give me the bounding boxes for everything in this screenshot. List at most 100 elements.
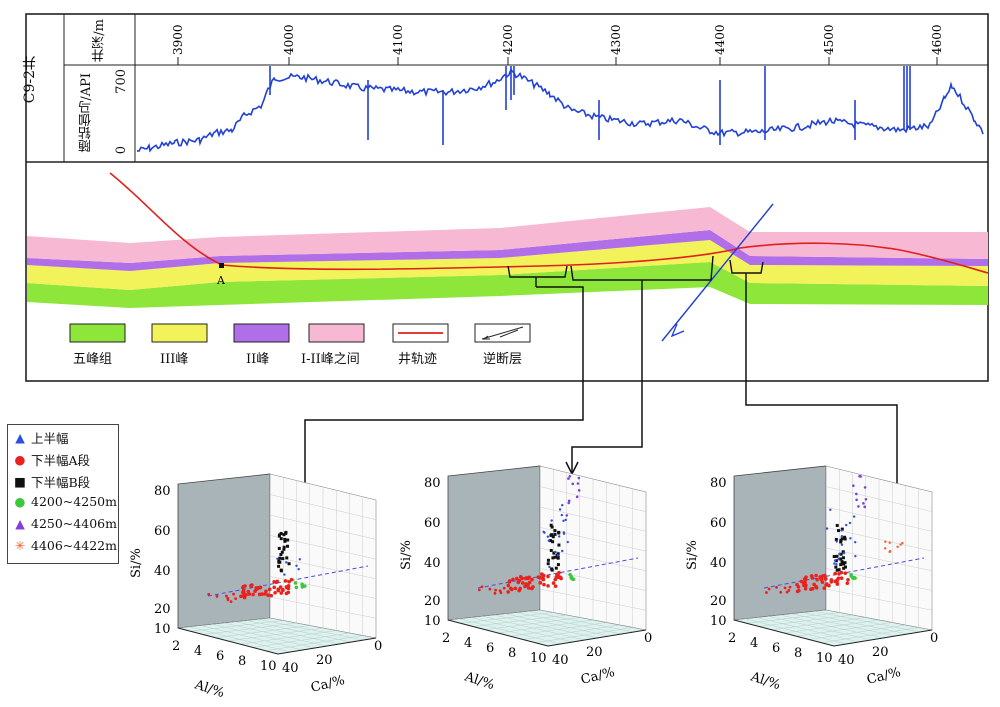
point-lower-a: [526, 586, 531, 590]
point-lower-a: [787, 588, 791, 592]
point-lower-a: [278, 585, 283, 589]
point-4250: [568, 474, 572, 478]
point-lower-b: [553, 555, 557, 559]
layer-ii: [27, 230, 988, 271]
z-tick-label: 20: [586, 645, 603, 660]
point-lower-b: [549, 539, 553, 543]
point-lower-a: [796, 585, 801, 589]
circle-green-icon: ●: [14, 494, 26, 509]
point-4406: [888, 541, 891, 544]
section-legend: [69, 323, 531, 343]
z-axis-label: Ca/%: [309, 673, 346, 696]
x-tick-label: 4: [464, 636, 472, 651]
legend-label-iii: III峰: [160, 352, 189, 367]
point-lower-a: [527, 575, 532, 580]
x-tick-label: 4: [194, 644, 202, 659]
point-lower-a: [513, 586, 518, 591]
bracket-3: [729, 259, 764, 280]
layer-wufeng: [27, 262, 988, 308]
point-4250: [571, 482, 575, 486]
depth-tick-label: 3900: [171, 24, 185, 55]
point-lower-b: [840, 527, 844, 531]
point-upper: [852, 515, 856, 518]
point-lower-b: [283, 537, 287, 541]
y-axis-label: Si/%: [685, 540, 700, 570]
point-lower-a: [284, 585, 289, 589]
point-upper: [842, 551, 846, 555]
point-lower-a: [269, 593, 274, 598]
point-upper: [562, 519, 565, 523]
point-lower-a: [541, 573, 546, 578]
point-upper: [854, 554, 857, 558]
point-lower-b: [551, 535, 555, 539]
point-lower-a: [517, 588, 521, 593]
point-upper: [848, 521, 852, 525]
point-lower-b: [546, 562, 550, 566]
point-lower-b: [549, 523, 553, 527]
point-lower-a: [845, 581, 850, 586]
point-lower-b: [556, 556, 560, 560]
point-lower-a: [809, 587, 813, 592]
z-axis-label: Ca/%: [865, 665, 902, 688]
point-lower-b: [286, 538, 290, 542]
well-name: C9-2井: [22, 56, 38, 104]
depth-label: 井深/m: [91, 18, 107, 62]
point-lower-a: [530, 586, 534, 591]
point-lower-a: [803, 586, 808, 591]
point-lower-a: [814, 573, 818, 578]
bracket-2: [570, 255, 714, 288]
point-4200: [294, 585, 299, 590]
point-lower-b: [287, 562, 291, 566]
point-lower-b: [842, 566, 846, 570]
point-lower-a: [557, 570, 561, 575]
point-lower-b: [839, 540, 843, 544]
bracket-1: [507, 265, 568, 287]
depth-tick-label: 4100: [391, 24, 405, 55]
point-lower-a: [802, 583, 806, 588]
point-lower-b: [277, 546, 281, 550]
point-upper: [840, 543, 844, 546]
point-lower-a: [511, 577, 515, 582]
asterisk-orange-icon: ✳: [14, 538, 26, 553]
point-lower-a: [839, 576, 844, 581]
point-4250: [565, 514, 569, 517]
point-lower-a: [502, 586, 506, 590]
legend-4250: ▲ 4250~4406m: [15, 516, 117, 531]
point-lower-a: [239, 594, 243, 599]
point-upper: [833, 559, 837, 562]
triangle-purple-icon: ▲: [15, 516, 25, 531]
z-tick-label: 20: [872, 645, 889, 660]
point-upper: [295, 564, 298, 567]
gamma-spikes: [269, 66, 911, 145]
point-lower-b: [551, 556, 555, 560]
gamma-label: 随钻伽马/API: [78, 73, 94, 153]
point-lower-a: [284, 591, 289, 596]
point-lower-b: [550, 567, 554, 571]
point-lower-a: [520, 576, 524, 581]
depth-tick-label: 4500: [822, 24, 836, 55]
z-tick-label: 40: [282, 661, 299, 676]
point-lower-b: [835, 523, 839, 527]
point-lower-a: [520, 581, 525, 585]
x-axis-label: Al/%: [748, 669, 782, 693]
x-tick-label: 2: [442, 631, 450, 646]
point-lower-a: [553, 577, 558, 582]
point-upper: [835, 563, 838, 566]
gamma-ray-curve: [136, 67, 984, 153]
point-upper: [825, 527, 829, 530]
scatter-legend: ▲ 上半幅 ● 下半幅A段 ■ 下半幅B段 ● 4200~4250m ▲ 4250~440…: [7, 424, 119, 564]
point-lower-a: [765, 591, 768, 594]
point-4250: [855, 498, 858, 502]
point-lower-b: [835, 554, 839, 558]
gamma-scale-min: 0: [113, 145, 129, 155]
point-upper: [844, 523, 848, 527]
point-lower-a: [795, 589, 800, 594]
depth-axis: 3900 4000 4100 4200 4300 4400 4500 4600: [171, 24, 944, 65]
point-lower-b: [843, 537, 847, 541]
point-lower-a: [541, 577, 545, 582]
point-lower-a: [839, 570, 844, 575]
point-4200: [569, 576, 574, 580]
legend-label-trajectory: 井轨迹: [398, 352, 438, 367]
point-lower-a: [506, 583, 511, 588]
point-upper: [547, 539, 550, 542]
